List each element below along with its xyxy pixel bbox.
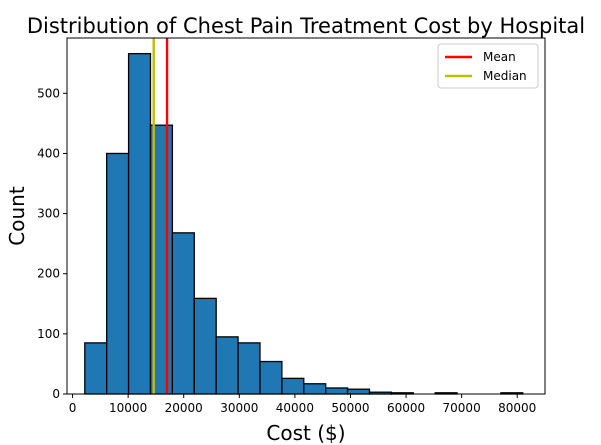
- histogram-bar: [171, 232, 195, 395]
- y-tick-label: 300: [37, 207, 60, 221]
- histogram-bar: [215, 336, 239, 395]
- histogram-bar: [193, 297, 217, 395]
- plot-area: 0 10000 20000 30000 40000 50000 60000 70000 8000…: [37, 37, 546, 415]
- x-tick-label: 80000: [498, 401, 536, 415]
- histogram-bar: [346, 388, 371, 395]
- histogram-bar: [84, 342, 108, 395]
- axes-frame: [66, 37, 546, 395]
- y-tick-label: 100: [37, 327, 60, 341]
- x-tick-label: 10000: [109, 401, 147, 415]
- x-tick-label: 0: [69, 401, 77, 415]
- x-axis-label: Cost ($): [266, 421, 345, 445]
- x-tick-label: 70000: [443, 401, 481, 415]
- x-tick-label: 40000: [276, 401, 314, 415]
- y-axis-label: Count: [5, 186, 29, 246]
- x-tick-label: 30000: [220, 401, 258, 415]
- x-tick-label: 20000: [165, 401, 203, 415]
- histogram-bar: [325, 387, 349, 395]
- histogram-bar: [106, 152, 130, 395]
- histogram-bar: [127, 52, 152, 395]
- legend-label-mean: Mean: [483, 50, 516, 64]
- chart-title: Distribution of Chest Pain Treatment Cos…: [27, 14, 585, 38]
- x-tick-label: 50000: [331, 401, 369, 415]
- legend: Mean Median: [437, 43, 539, 89]
- y-tick-label: 200: [37, 267, 60, 281]
- histogram-bar: [237, 342, 261, 395]
- y-tick-label: 0: [52, 387, 60, 401]
- y-tick-label: 400: [37, 146, 60, 160]
- histogram-bar: [281, 377, 305, 395]
- y-tick-label: 500: [37, 86, 60, 100]
- histogram-bar: [259, 360, 283, 395]
- x-tick-label: 60000: [387, 401, 425, 415]
- histogram-bar: [303, 383, 327, 395]
- legend-label-median: Median: [483, 69, 527, 83]
